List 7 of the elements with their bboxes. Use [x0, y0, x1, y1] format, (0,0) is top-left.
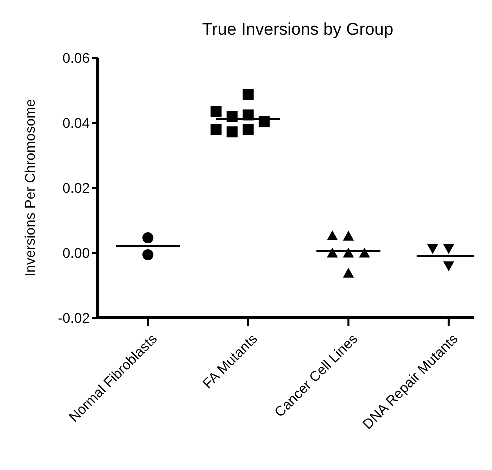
- chart-title: True Inversions by Group: [201, 20, 395, 40]
- y-tick-label: 0.00: [62, 244, 90, 261]
- y-tick-label: 0.06: [62, 50, 90, 66]
- y-tick-label: 0.02: [62, 180, 90, 196]
- y-axis-title: Inversions Per Chromosome: [22, 99, 38, 277]
- y-tick-label: 0.04: [62, 114, 90, 131]
- y-tick-label: -0.02: [58, 310, 90, 326]
